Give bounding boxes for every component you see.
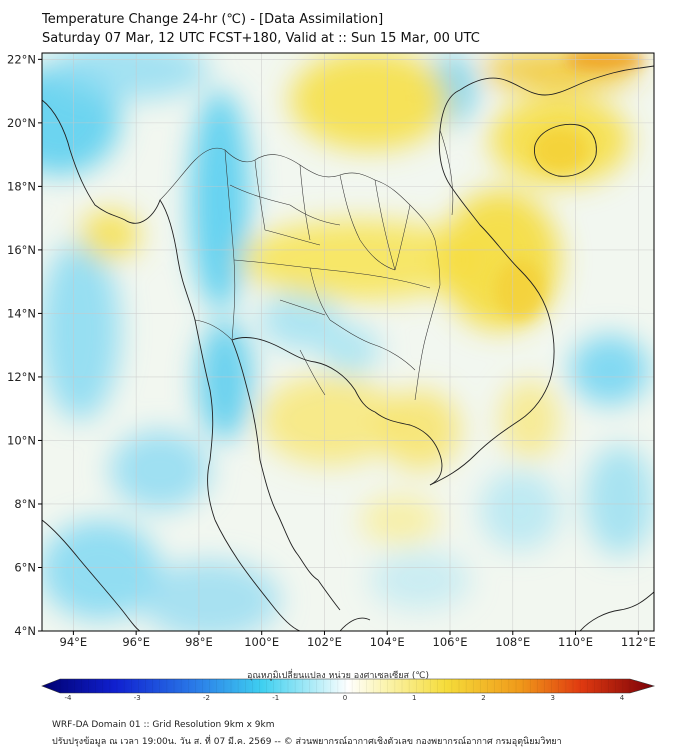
colorbar-tick-label: -2 (203, 694, 210, 702)
lon-tick-label: 96°E (122, 635, 150, 649)
lat-tick-label: 18°N (7, 179, 36, 193)
map-title: Temperature Change 24-hr (℃) - [Data Ass… (42, 12, 384, 27)
lat-tick-label: 10°N (7, 433, 36, 447)
longitude-axis: 94°E 96°E 98°E 100°E 102°E 104°E 106°E 108°E 110… (60, 631, 656, 649)
colorbar: -4 -3 -2 -1 0 1 2 3 4 (41, 678, 656, 702)
colorbar-tick-label: 1 (412, 694, 416, 702)
temperature-field (42, 53, 654, 631)
colorbar-tick-label: 3 (551, 694, 555, 702)
colorbar-tick-label: -4 (65, 694, 73, 702)
lon-tick-label: 112°E (621, 635, 656, 649)
colorbar-tick-label: -3 (134, 694, 141, 702)
admin-borders (159, 129, 454, 401)
lat-tick-label: 8°N (14, 497, 36, 511)
colorbar-ticks: -4 -3 -2 -1 0 1 2 3 4 (59, 679, 631, 702)
lon-tick-label: 108°E (495, 635, 530, 649)
colorbar-tick-label: 0 (343, 694, 347, 702)
colorbar-tick-label: 4 (620, 694, 625, 702)
colorbar-tick-label: 2 (481, 694, 485, 702)
lon-tick-label: 98°E (185, 635, 213, 649)
graticule (42, 53, 654, 631)
lat-tick-label: 12°N (7, 370, 36, 384)
lat-tick-label: 14°N (7, 306, 36, 320)
map-frame (41, 52, 655, 632)
lat-tick-label: 20°N (7, 116, 36, 130)
coastlines (42, 65, 654, 631)
lon-tick-label: 104°E (370, 635, 405, 649)
lon-tick-label: 94°E (60, 635, 88, 649)
lon-tick-label: 106°E (433, 635, 468, 649)
map-subtitle: Saturday 07 Mar, 12 UTC FCST+180, Valid … (42, 31, 480, 46)
footer-update-info: ปรับปรุงข้อมูล ณ เวลา 19:00น. วัน ส. ที่… (52, 737, 562, 747)
lat-tick-label: 4°N (14, 624, 36, 638)
lat-tick-label: 16°N (7, 243, 36, 257)
lon-tick-label: 110°E (558, 635, 593, 649)
footer-model-info: WRF-DA Domain 01 :: Grid Resolution 9km … (52, 720, 275, 730)
lat-tick-label: 6°N (14, 560, 36, 574)
colorbar-tick-label: -1 (272, 694, 279, 702)
lat-tick-label: 22°N (7, 52, 36, 66)
latitude-axis: 22°N 20°N 18°N 16°N 14°N 12°N 10°N 8°N 6°N 4°N (7, 52, 42, 638)
colorbar-label: อุณหภูมิเปลี่ยนแปลง หน่วย องศาเซลเซียส (… (246, 671, 430, 681)
lon-tick-label: 100°E (244, 635, 279, 649)
lon-tick-label: 102°E (307, 635, 342, 649)
